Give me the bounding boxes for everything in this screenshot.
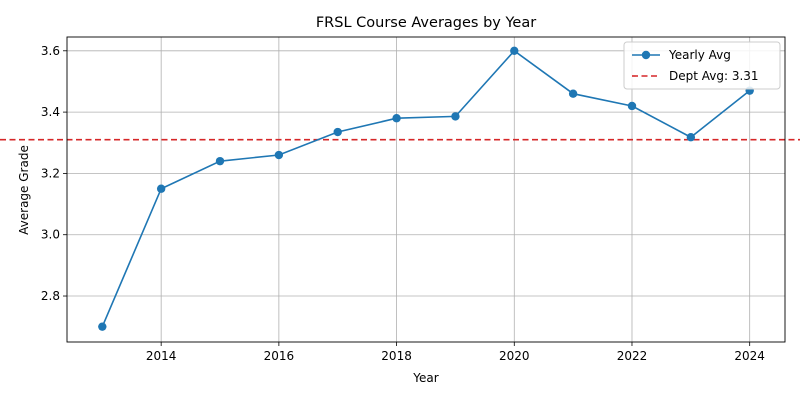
- data-point: [156, 184, 166, 193]
- x-tick-label: 2020: [499, 349, 530, 363]
- legend-label-dept-avg: Dept Avg: 3.31: [669, 69, 759, 83]
- data-point: [333, 127, 342, 137]
- x-tick-label: 2016: [264, 349, 295, 363]
- x-tick-label: 2018: [381, 349, 412, 363]
- y-tick-label: 3.6: [41, 44, 60, 58]
- x-tick-label: 2014: [146, 349, 177, 363]
- data-point: [392, 114, 401, 123]
- legend-box: [623, 41, 781, 90]
- y-tick-label: 2.8: [41, 289, 60, 303]
- x-tick-label: 2022: [617, 349, 648, 363]
- chart-title: FRSL Course Averages by Year: [316, 15, 536, 31]
- data-point: [451, 112, 460, 121]
- y-tick-label: 3.2: [41, 166, 60, 180]
- data-point: [568, 89, 578, 98]
- x-tick-label: 2024: [734, 349, 765, 363]
- legend-marker-yearly-avg: [641, 50, 651, 60]
- data-point: [510, 46, 519, 55]
- data-point: [98, 322, 107, 331]
- data-point: [627, 101, 637, 111]
- series-points: [98, 46, 754, 331]
- legend-label-yearly-avg: Yearly Avg: [668, 48, 731, 62]
- plot-area-frame: [66, 36, 786, 343]
- x-axis-label: Year: [412, 371, 438, 385]
- series-line-yearly-avg: [101, 49, 751, 327]
- y-tick-label: 3.4: [41, 105, 60, 119]
- y-axis-ticks: 2.8 3.0 3.2 3.4 3.6: [41, 44, 67, 303]
- y-tick-label: 3.0: [41, 228, 60, 242]
- data-point: [215, 156, 225, 166]
- data-point: [686, 133, 696, 142]
- y-axis-label: Average Grade: [17, 145, 31, 235]
- data-point: [274, 150, 284, 160]
- x-axis-ticks: 2014 2016 2018 2020 2022 2024: [146, 342, 765, 363]
- legend: Yearly Avg Dept Avg: 3.31: [623, 41, 781, 90]
